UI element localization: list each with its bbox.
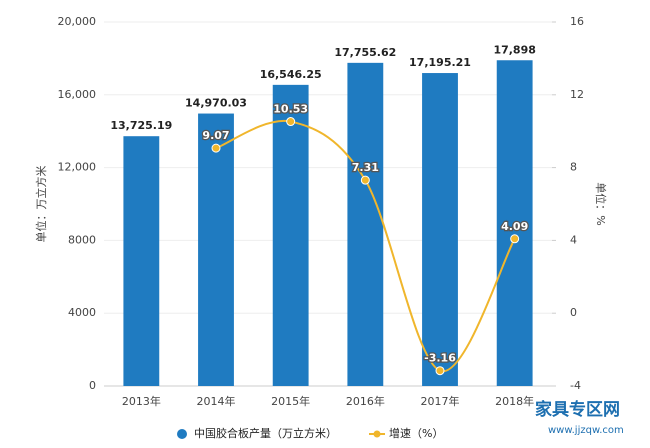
y2-tick-label: 4 bbox=[570, 233, 577, 246]
y-tick-label: 0 bbox=[89, 379, 96, 392]
line-value-label: -3.16 bbox=[424, 352, 456, 365]
x-tick-label: 2015年 bbox=[271, 394, 310, 408]
x-tick-label: 2014年 bbox=[197, 394, 236, 408]
bar bbox=[422, 73, 458, 386]
line-value-label: 7.31 bbox=[352, 161, 379, 174]
y-tick-label: 20,000 bbox=[58, 15, 97, 28]
bar bbox=[272, 84, 309, 387]
y-tick-label: 16,000 bbox=[58, 88, 97, 101]
growth-point bbox=[211, 143, 221, 153]
bar-value-label: 17,898 bbox=[493, 43, 535, 56]
growth-point bbox=[510, 234, 520, 244]
y2-tick-label: 8 bbox=[570, 161, 577, 174]
x-tick-label: 2017年 bbox=[421, 394, 460, 408]
y2-axis-label: 单位：% bbox=[594, 182, 608, 225]
y-axis-label: 单位：万立方米 bbox=[34, 166, 48, 243]
bar-value-label: 16,546.25 bbox=[260, 68, 322, 81]
y-tick-label: 4000 bbox=[68, 306, 96, 319]
bar-value-label: 17,755.62 bbox=[334, 46, 396, 59]
x-tick-label: 2018年 bbox=[495, 394, 534, 408]
legend-marker bbox=[177, 429, 187, 439]
growth-point bbox=[435, 366, 445, 376]
bar bbox=[496, 60, 533, 386]
y-tick-label: 8000 bbox=[68, 233, 96, 246]
legend-marker bbox=[373, 430, 381, 438]
growth-line bbox=[215, 119, 516, 372]
y2-tick-label: 0 bbox=[570, 306, 577, 319]
line-value-label: 4.09 bbox=[501, 220, 528, 233]
growth-point bbox=[286, 117, 296, 127]
x-tick-label: 2013年 bbox=[122, 394, 161, 408]
y2-tick-label: -4 bbox=[570, 379, 581, 392]
bar bbox=[123, 136, 160, 386]
line-value-label: 10.53 bbox=[273, 103, 308, 116]
bar-value-label: 13,725.19 bbox=[110, 119, 172, 132]
watermark: 家具专区网 bbox=[535, 399, 620, 420]
legend-label: 增速（%） bbox=[389, 426, 443, 440]
bar bbox=[198, 113, 234, 386]
bar-value-label: 14,970.03 bbox=[185, 97, 247, 110]
watermark-url: www.jjzqw.com bbox=[548, 425, 624, 436]
y2-tick-label: 16 bbox=[570, 15, 584, 28]
x-tick-label: 2016年 bbox=[346, 394, 385, 408]
legend-label: 中国胶合板产量（万立方米） bbox=[194, 426, 337, 440]
growth-point bbox=[360, 175, 370, 185]
y-tick-label: 12,000 bbox=[58, 161, 97, 174]
line-value-label: 9.07 bbox=[202, 129, 229, 142]
bar-value-label: 17,195.21 bbox=[409, 56, 471, 69]
y2-tick-label: 12 bbox=[570, 88, 584, 101]
bar bbox=[347, 62, 384, 386]
